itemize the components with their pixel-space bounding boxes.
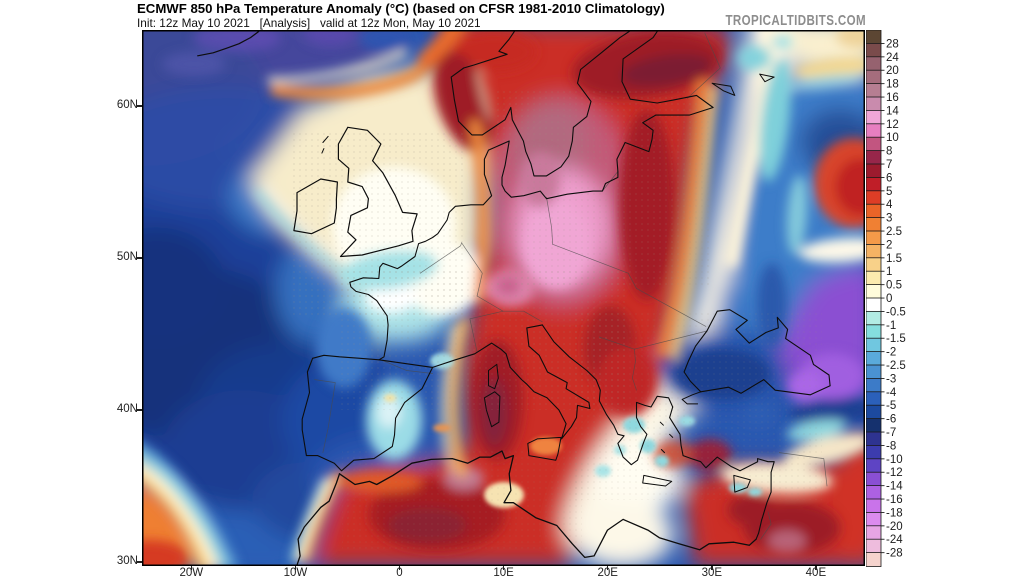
svg-text:5: 5 (886, 186, 892, 198)
svg-text:4: 4 (886, 199, 893, 211)
svg-text:-24: -24 (886, 534, 903, 546)
svg-text:2: 2 (886, 239, 892, 251)
svg-text:-16: -16 (886, 494, 903, 506)
svg-text:-20: -20 (886, 521, 903, 533)
svg-text:0.5: 0.5 (886, 280, 902, 292)
svg-text:10: 10 (886, 132, 899, 144)
svg-text:20: 20 (886, 65, 899, 77)
svg-text:-10: -10 (886, 454, 903, 466)
svg-text:-18: -18 (886, 507, 903, 519)
svg-text:28: 28 (886, 38, 899, 50)
svg-text:16: 16 (886, 92, 899, 104)
svg-text:-5: -5 (886, 400, 896, 412)
svg-text:-8: -8 (886, 440, 896, 452)
svg-text:6: 6 (886, 172, 892, 184)
svg-text:-12: -12 (886, 467, 903, 479)
svg-text:3: 3 (886, 213, 892, 225)
svg-text:-4: -4 (886, 387, 897, 399)
svg-text:1: 1 (886, 266, 892, 278)
svg-text:12: 12 (886, 119, 899, 131)
svg-text:-2: -2 (886, 347, 896, 359)
svg-text:18: 18 (886, 79, 899, 91)
svg-text:-1: -1 (886, 320, 896, 332)
svg-text:0: 0 (886, 293, 892, 305)
svg-text:-0.5: -0.5 (886, 306, 906, 318)
svg-text:-2.5: -2.5 (886, 360, 906, 372)
svg-text:2.5: 2.5 (886, 226, 902, 238)
svg-text:-3: -3 (886, 373, 896, 385)
svg-text:14: 14 (886, 105, 899, 117)
svg-text:-1.5: -1.5 (886, 333, 906, 345)
svg-text:-28: -28 (886, 548, 903, 560)
svg-text:8: 8 (886, 146, 892, 158)
svg-text:-14: -14 (886, 481, 903, 493)
svg-text:7: 7 (886, 159, 892, 171)
svg-text:-6: -6 (886, 414, 896, 426)
svg-text:24: 24 (886, 52, 899, 64)
svg-text:1.5: 1.5 (886, 253, 902, 265)
svg-text:-7: -7 (886, 427, 896, 439)
